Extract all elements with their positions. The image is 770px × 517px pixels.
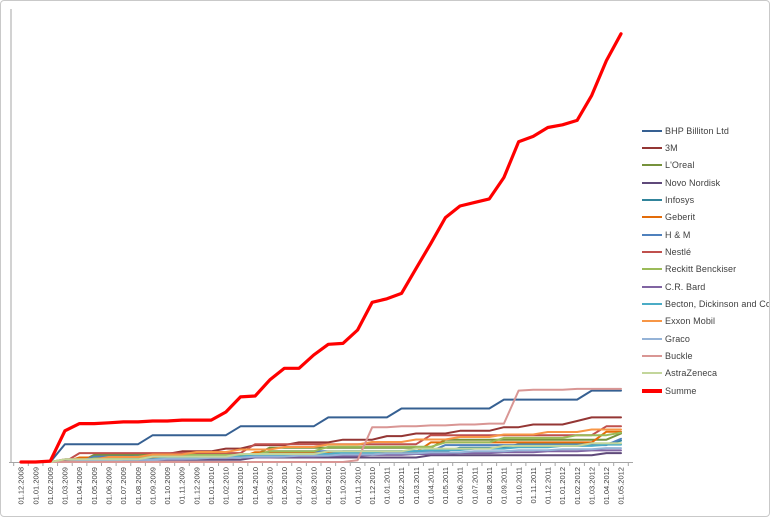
x-axis-label: 01.02.2010 <box>222 467 231 505</box>
x-axis-label: 01.09.2011 <box>500 467 509 504</box>
x-axis-label: 01.04.2012 <box>602 467 611 505</box>
legend-swatch-nestl <box>642 250 662 253</box>
x-axis-label: 01.06.2011 <box>456 467 465 504</box>
legend-swatch-reckitt-benckiser <box>642 268 662 271</box>
legend-label: Graco <box>665 333 691 344</box>
x-axis-label: 01.08.2010 <box>309 467 318 505</box>
x-axis-label: 01.05.2011 <box>441 467 450 504</box>
legend-item-summe[interactable]: Summe <box>642 382 769 399</box>
x-axis-label: 01.08.2011 <box>485 467 494 504</box>
x-axis-label: 01.08.2009 <box>134 467 143 505</box>
legend-label: 3M <box>665 142 678 153</box>
legend-item-buckle[interactable]: Buckle <box>642 347 769 364</box>
x-axis-label: 01.12.2009 <box>192 467 201 505</box>
legend-label: Geberit <box>665 212 696 223</box>
legend-label: Exxon Mobil <box>665 316 716 327</box>
legend-swatch-l-oreal <box>642 164 662 167</box>
legend-item-c-r-bard[interactable]: C.R. Bard <box>642 278 769 295</box>
legend-item-novo-nordisk[interactable]: Novo Nordisk <box>642 174 769 191</box>
x-axis-label: 01.11.2011 <box>529 467 538 503</box>
legend-label: Novo Nordisk <box>665 177 721 188</box>
x-axis-label: 01.12.2011 <box>544 467 553 504</box>
legend-item-l-oreal[interactable]: L'Oreal <box>642 157 769 174</box>
x-axis-label: 01.05.2012 <box>617 467 626 505</box>
legend-item-graco[interactable]: Graco <box>642 330 769 347</box>
legend-item-becton-dickinson-and-co[interactable]: Becton, Dickinson and Co <box>642 295 770 312</box>
legend-item-h-m[interactable]: H & M <box>642 226 769 243</box>
legend-label: Infosys <box>665 194 695 205</box>
legend-swatch-astrazeneca <box>642 372 662 375</box>
legend-label: Reckitt Benckiser <box>665 264 737 275</box>
x-axis-label: 01.03.2009 <box>61 467 70 505</box>
legend-label: H & M <box>665 229 691 240</box>
legend-item-reckitt-benckiser[interactable]: Reckitt Benckiser <box>642 261 769 278</box>
x-axis-label: 01.01.2012 <box>558 467 567 505</box>
x-axis-label: 01.07.2011 <box>470 467 479 504</box>
legend-swatch-exxon-mobil <box>642 320 662 323</box>
legend-item-astrazeneca[interactable]: AstraZeneca <box>642 365 769 382</box>
x-axis-label: 01.02.2012 <box>573 467 582 505</box>
x-axis-label: 01.04.2009 <box>75 467 84 505</box>
x-axis-label: 01.11.2009 <box>178 467 187 504</box>
x-axis-label: 01.02.2011 <box>397 467 406 504</box>
x-axis-label: 01.01.2009 <box>31 467 40 505</box>
legend-swatch-graco <box>642 337 662 340</box>
legend-item-exxon-mobil[interactable]: Exxon Mobil <box>642 313 769 330</box>
series-line-bhp-billiton-ltd <box>20 389 622 463</box>
legend-swatch-c-r-bard <box>642 285 662 288</box>
x-axis-label: 01.07.2009 <box>119 467 128 505</box>
legend-swatch-3m <box>642 146 662 149</box>
series-line-l-oreal <box>20 432 622 463</box>
legend-label: C.R. Bard <box>665 281 706 292</box>
legend-item-infosys[interactable]: Infosys <box>642 191 769 208</box>
x-axis-label: 01.05.2010 <box>265 467 274 505</box>
x-axis-label: 01.04.2011 <box>426 467 435 504</box>
legend-label: AstraZeneca <box>665 368 718 379</box>
legend-label: BHP Billiton Ltd <box>665 125 729 136</box>
legend-swatch-novo-nordisk <box>642 181 662 184</box>
legend-label: L'Oreal <box>665 160 695 171</box>
x-axis-label: 01.02.2009 <box>46 467 55 505</box>
x-axis-label: 01.09.2010 <box>324 467 333 505</box>
x-axis-label: 01.07.2010 <box>295 467 304 505</box>
legend-item-bhp-billiton-ltd[interactable]: BHP Billiton Ltd <box>642 122 769 139</box>
legend-item-nestl[interactable]: Nestlé <box>642 243 769 260</box>
legend-label: Summe <box>665 385 697 396</box>
x-axis-label: 01.12.2008 <box>17 467 26 505</box>
series-line-astrazeneca <box>20 442 622 463</box>
legend-item-3m[interactable]: 3M <box>642 139 769 156</box>
series-line-exxon-mobil <box>20 428 622 463</box>
legend-swatch-infosys <box>642 198 662 201</box>
series-line-buckle <box>20 387 622 463</box>
legend-swatch-becton-dickinson-and-co <box>642 302 662 305</box>
legend-swatch-summe <box>642 388 662 393</box>
legend-swatch-buckle <box>642 354 662 357</box>
x-axis-label: 01.01.2010 <box>207 467 216 505</box>
legend-label: Buckle <box>665 350 693 361</box>
x-axis-label: 01.06.2010 <box>280 467 289 505</box>
x-axis-label: 01.06.2009 <box>105 467 114 505</box>
x-axis-label: 01.10.2011 <box>514 467 523 504</box>
legend-swatch-geberit <box>642 216 662 219</box>
x-axis-label: 01.01.2011 <box>383 467 392 504</box>
legend-swatch-bhp-billiton-ltd <box>642 129 662 132</box>
x-axis-label: 01.05.2009 <box>90 467 99 505</box>
legend-item-geberit[interactable]: Geberit <box>642 209 769 226</box>
legend-swatch-h-m <box>642 233 662 236</box>
x-axis-label: 01.04.2010 <box>251 467 260 505</box>
legend-label: Nestlé <box>665 246 692 257</box>
series-line-summe <box>19 32 623 464</box>
x-axis-label: 01.10.2009 <box>163 467 172 505</box>
x-axis-label: 01.11.2010 <box>353 467 362 504</box>
legend-label: Becton, Dickinson and Co <box>665 298 770 309</box>
x-axis-label: 01.09.2009 <box>148 467 157 505</box>
x-axis-label: 01.10.2010 <box>339 467 348 505</box>
x-axis-label: 01.03.2010 <box>236 467 245 505</box>
chart-legend: BHP Billiton Ltd 3M L'Oreal Novo Nordisk Inf… <box>642 122 770 399</box>
x-axis-label: 01.12.2010 <box>368 467 377 505</box>
x-axis-label: 01.03.2011 <box>412 467 421 504</box>
x-axis-label: 01.03.2012 <box>587 467 596 505</box>
